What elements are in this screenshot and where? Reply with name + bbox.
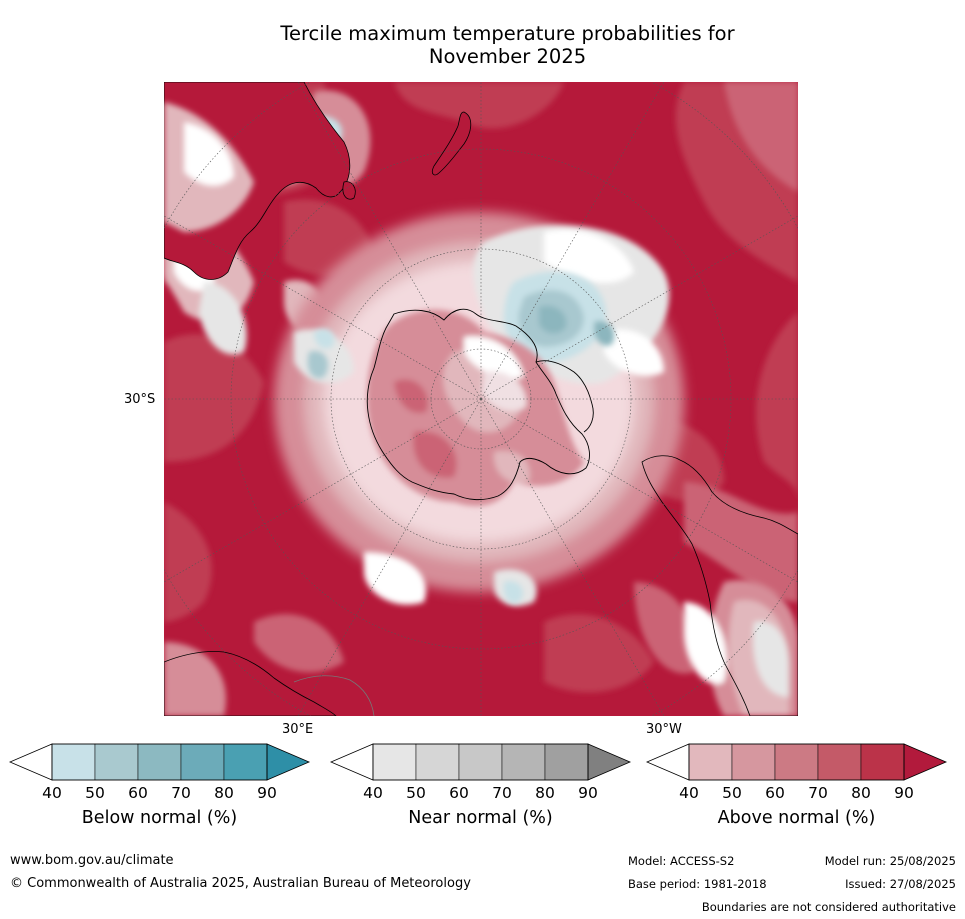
- colorbar-svg: [645, 743, 948, 781]
- colorbar-segment: [180, 743, 225, 781]
- colorbar-segment: [544, 743, 589, 781]
- colorbar-tick-label: 70: [171, 784, 191, 802]
- antarctica-coastline: [366, 308, 590, 501]
- africa-coastline: [164, 651, 337, 716]
- colorbar-tick-label: 40: [363, 784, 383, 802]
- antarctica-interior: [367, 309, 584, 506]
- base-period: Base period: 1981-2018: [628, 877, 767, 891]
- colorbar-segment: [223, 743, 268, 781]
- latitude-label-30s: 30°S: [124, 392, 156, 407]
- colorbar-title: Above normal (%): [717, 808, 876, 828]
- colorbar-tick-label: 90: [894, 784, 914, 802]
- colorbar-segment: [688, 743, 733, 781]
- colorbar-segment: [372, 743, 417, 781]
- colorbar-segment: [51, 743, 96, 781]
- copyright-text: © Commonwealth of Australia 2025, Austra…: [10, 876, 471, 891]
- colorbar-segment: [860, 743, 905, 781]
- colorbar-below-normal: 40 50 60 70 80 90 Below normal (%): [8, 743, 311, 843]
- colorbar-segment: [94, 743, 139, 781]
- colorbar-tick-label: 60: [449, 784, 469, 802]
- issued-date: Issued: 27/08/2025: [845, 877, 956, 891]
- graticule: [164, 82, 798, 716]
- colorbar-segment: [458, 743, 503, 781]
- title-line-2: November 2025: [428, 45, 587, 68]
- colorbar-segment: [501, 743, 546, 781]
- colorbar-tick-label: 70: [492, 784, 512, 802]
- colorbar-outline: [688, 743, 905, 781]
- chart-title: Tercile maximum temperature probabilitie…: [160, 22, 855, 68]
- model-run-date: Model run: 25/08/2025: [824, 854, 956, 868]
- colorbar-near-normal: 40 50 60 70 80 90 Near normal (%): [329, 743, 632, 843]
- colorbar-min-extension: [8, 743, 53, 781]
- colorbar-min-extension: [645, 743, 690, 781]
- colorbar-tick-label: 50: [85, 784, 105, 802]
- polar-map[interactable]: [164, 82, 798, 716]
- colorbar-max-extension: [266, 743, 311, 781]
- colorbar-tick-label: 60: [765, 784, 785, 802]
- title-line-1: Tercile maximum temperature probabilitie…: [280, 22, 735, 45]
- tasmania: [342, 181, 356, 200]
- colorbar-tick-label: 40: [42, 784, 62, 802]
- colorbar-tick-label: 80: [535, 784, 555, 802]
- website-link[interactable]: www.bom.gov.au/climate: [10, 853, 174, 868]
- colorbar-segment: [774, 743, 819, 781]
- colorbar-tick-label: 70: [808, 784, 828, 802]
- longitude-label-30e: 30°E: [282, 722, 314, 737]
- colorbar-svg: [329, 743, 632, 781]
- antarctic-peninsula: [535, 360, 594, 433]
- model-name: Model: ACCESS-S2: [628, 854, 735, 868]
- colorbar-tick-label: 80: [851, 784, 871, 802]
- colorbar-tick-label: 50: [722, 784, 742, 802]
- colorbar-tick-label: 90: [257, 784, 277, 802]
- longitude-label-30w: 30°W: [646, 722, 682, 737]
- colorbar-tick-label: 80: [214, 784, 234, 802]
- colorbar-tick-label: 40: [679, 784, 699, 802]
- south-america-coastline: [641, 455, 798, 716]
- colorbar-segment: [817, 743, 862, 781]
- colorbar-tick-label: 50: [406, 784, 426, 802]
- australia-interior-patch-light: [184, 122, 234, 187]
- colorbar-tick-label: 90: [578, 784, 598, 802]
- colorbar-min-extension: [329, 743, 374, 781]
- colorbar-max-extension: [903, 743, 948, 781]
- colorbar-max-extension: [587, 743, 632, 781]
- colorbar-title: Near normal (%): [408, 808, 553, 828]
- colorbar-outline: [372, 743, 589, 781]
- colorbar-segment: [415, 743, 460, 781]
- colorbar-tick-label: 60: [128, 784, 148, 802]
- colorbar-svg: [8, 743, 311, 781]
- colorbar-segment: [137, 743, 182, 781]
- new-zealand: [432, 111, 472, 176]
- boundaries-disclaimer: Boundaries are not considered authoritat…: [701, 900, 956, 914]
- colorbar-above-normal: 40 50 60 70 80 90 Above normal (%): [645, 743, 948, 843]
- colorbar-outline: [51, 743, 268, 781]
- colorbar-segment: [731, 743, 776, 781]
- map-svg: [164, 82, 798, 716]
- africa-south-coast: [293, 675, 375, 716]
- colorbar-title: Below normal (%): [81, 808, 238, 828]
